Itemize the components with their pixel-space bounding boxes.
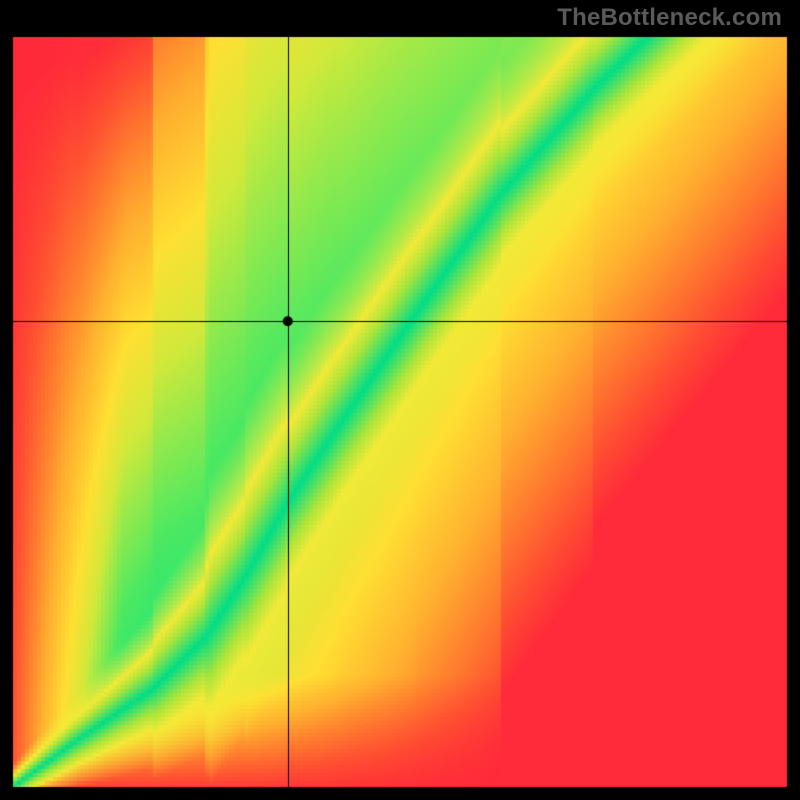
watermark-text: TheBottleneck.com xyxy=(557,4,782,32)
heatmap-canvas xyxy=(0,0,800,800)
chart-container: TheBottleneck.com xyxy=(0,0,800,800)
